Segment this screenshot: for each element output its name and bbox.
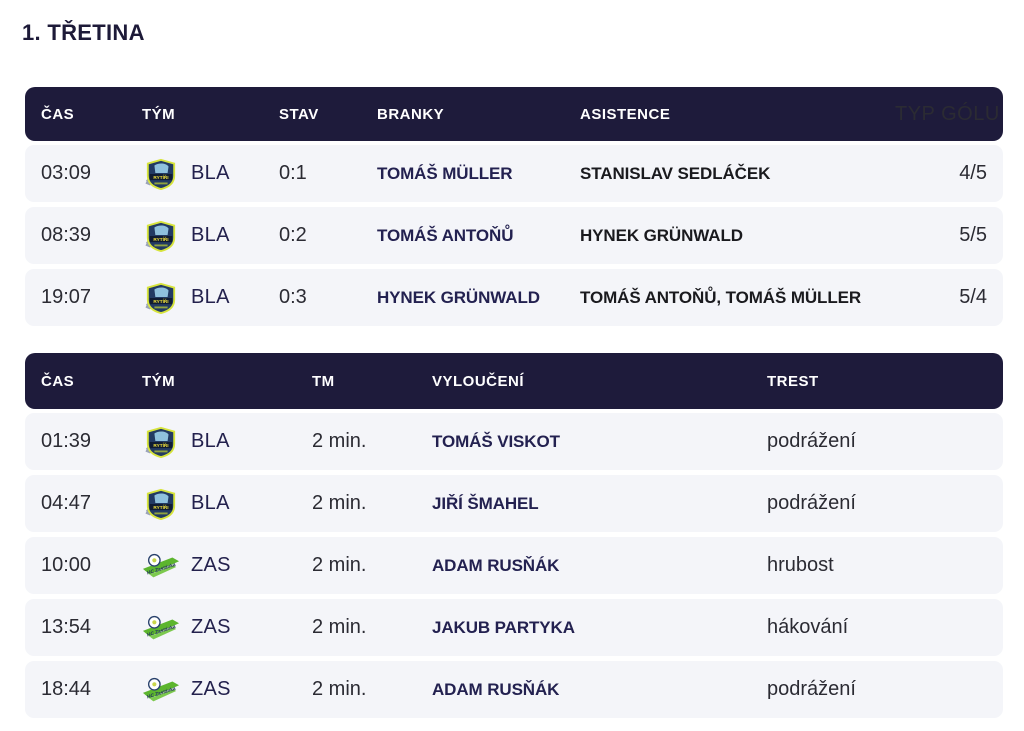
score: 0:3	[279, 286, 307, 308]
svg-text:RYTÍŘI: RYTÍŘI	[153, 296, 168, 303]
team-logo-bla-icon: RYTÍŘI	[142, 281, 180, 315]
penalized-player: TOMÁŠ VISKOT	[432, 431, 560, 451]
assists: HYNEK GRÜNWALD	[580, 225, 743, 245]
team-logo-bla-icon: RYTÍŘI	[142, 425, 180, 459]
team-code: ZAS	[191, 554, 231, 576]
goals-col-time: ČAS	[41, 105, 75, 123]
penalty-time: 10:00	[41, 554, 92, 576]
period-title: 1. TŘETINA	[22, 20, 145, 45]
penalty-row: 04:47 RYTÍŘI	[25, 475, 1003, 532]
team-logo-zas-icon: HC Zastávka	[142, 552, 180, 580]
team-cell: RYTÍŘI HC Zastávka	[142, 552, 312, 580]
goals-col-team: TÝM	[142, 105, 176, 123]
goals-row: 03:09 RYTÍŘI	[25, 145, 1003, 202]
assists: STANISLAV SEDLÁČEK	[580, 163, 771, 183]
goal-scorer: TOMÁŠ ANTOŇŮ	[377, 225, 514, 245]
penalty-time: 18:44	[41, 678, 92, 700]
team-cell: RYTÍŘI HC Zastávka	[142, 157, 279, 191]
team-code: BLA	[191, 162, 230, 184]
goals-row: 08:39 RYTÍŘI	[25, 207, 1003, 264]
penalty-minutes: 2 min.	[312, 678, 367, 700]
team-logo-zas-icon: HC Zastávka	[142, 676, 180, 704]
team-cell: RYTÍŘI HC Zastávka	[142, 676, 312, 704]
svg-text:RYTÍŘI: RYTÍŘI	[153, 440, 168, 447]
team-logo-bla-icon: RYTÍŘI	[142, 219, 180, 253]
team-cell: RYTÍŘI HC Zastávka	[142, 487, 312, 521]
penalty-row: 13:54 RYTÍŘI	[25, 599, 1003, 656]
team-code: BLA	[191, 286, 230, 308]
penalty-time: 13:54	[41, 616, 92, 638]
penalized-player: ADAM RUSŇÁK	[432, 555, 560, 575]
team-code: ZAS	[191, 616, 231, 638]
team-cell: RYTÍŘI HC Zastávka	[142, 614, 312, 642]
goals-col-assists: ASISTENCE	[580, 105, 671, 123]
penalties-col-team: TÝM	[142, 372, 176, 390]
score: 0:1	[279, 162, 307, 184]
goal-time: 19:07	[41, 286, 92, 308]
team-logo-zas-icon: HC Zastávka	[142, 614, 180, 642]
goals-table: ČAS TÝM STAV BRANKY ASISTENCE TYP GÓLU 0…	[25, 87, 1003, 326]
goals-table-header: ČAS TÝM STAV BRANKY ASISTENCE TYP GÓLU	[25, 87, 1003, 141]
penalties-col-minutes: TM	[312, 372, 335, 390]
goals-col-goal-type: TYP GÓLU	[895, 102, 1000, 125]
penalty-row: 10:00 RYTÍŘI	[25, 537, 1003, 594]
team-cell: RYTÍŘI HC Zastávka	[142, 425, 312, 459]
team-code: ZAS	[191, 678, 231, 700]
penalties-col-time: ČAS	[41, 372, 75, 390]
goals-col-score: STAV	[279, 105, 319, 123]
penalty-minutes: 2 min.	[312, 616, 367, 638]
goals-col-scorer: BRANKY	[377, 105, 445, 123]
team-logo-bla-icon: RYTÍŘI	[142, 157, 180, 191]
penalties-table-body: 01:39 RYTÍŘI	[25, 413, 1003, 718]
penalty-row: 18:44 RYTÍŘI	[25, 661, 1003, 718]
penalty-reason: hrubost	[767, 554, 834, 576]
penalty-reason: podrážení	[767, 430, 856, 452]
penalty-reason: podrážení	[767, 492, 856, 514]
goals-row: 19:07 RYTÍŘI	[25, 269, 1003, 326]
svg-text:RYTÍŘI: RYTÍŘI	[153, 502, 168, 509]
penalty-time: 01:39	[41, 430, 92, 452]
penalty-minutes: 2 min.	[312, 554, 367, 576]
goal-scorer: HYNEK GRÜNWALD	[377, 287, 540, 307]
assists: TOMÁŠ ANTOŇŮ, TOMÁŠ MÜLLER	[580, 287, 862, 307]
team-code: BLA	[191, 224, 230, 246]
goal-type: 5/4	[959, 286, 987, 308]
penalties-col-offense: TREST	[767, 372, 819, 390]
penalty-minutes: 2 min.	[312, 430, 367, 452]
penalties-table-header: ČAS TÝM TM VYLOUČENÍ TREST	[25, 353, 1003, 409]
penalty-minutes: 2 min.	[312, 492, 367, 514]
team-cell: RYTÍŘI HC Zastávka	[142, 219, 279, 253]
svg-text:RYTÍŘI: RYTÍŘI	[153, 172, 168, 179]
penalized-player: ADAM RUSŇÁK	[432, 679, 560, 699]
penalties-table: ČAS TÝM TM VYLOUČENÍ TREST 01:39	[25, 353, 1003, 718]
svg-text:RYTÍŘI: RYTÍŘI	[153, 234, 168, 241]
goal-type: 5/5	[959, 224, 987, 246]
goal-scorer: TOMÁŠ MÜLLER	[377, 163, 513, 183]
team-code: BLA	[191, 492, 230, 514]
team-code: BLA	[191, 430, 230, 452]
goal-time: 03:09	[41, 162, 92, 184]
team-cell: RYTÍŘI HC Zastávka	[142, 281, 279, 315]
penalty-reason: podrážení	[767, 678, 856, 700]
score: 0:2	[279, 224, 307, 246]
team-logo-bla-icon: RYTÍŘI	[142, 487, 180, 521]
goal-type: 4/5	[959, 162, 987, 184]
penalty-reason: hákování	[767, 616, 849, 638]
penalized-player: JIŘÍ ŠMAHEL	[432, 493, 539, 513]
goals-table-body: 03:09 RYTÍŘI	[25, 145, 1003, 326]
penalized-player: JAKUB PARTYKA	[432, 617, 575, 637]
penalty-row: 01:39 RYTÍŘI	[25, 413, 1003, 470]
penalties-col-player: VYLOUČENÍ	[432, 372, 525, 390]
goal-time: 08:39	[41, 224, 92, 246]
penalty-time: 04:47	[41, 492, 92, 514]
